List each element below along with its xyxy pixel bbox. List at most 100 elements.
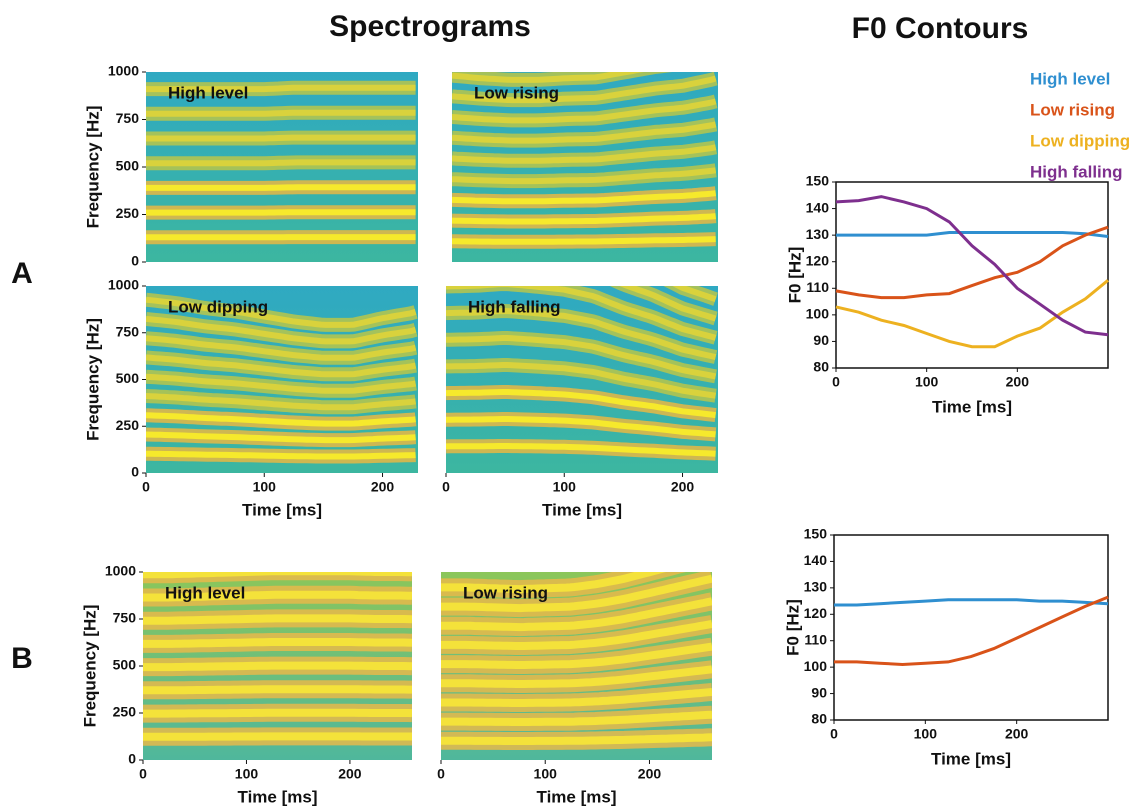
x-tick-label: 200 — [1006, 374, 1030, 390]
x-axis-label: Time [ms] — [238, 787, 318, 806]
harmonic — [143, 590, 412, 602]
y-tick-label: 100 — [804, 658, 828, 674]
y-tick-label: 500 — [116, 158, 140, 174]
f0-line — [834, 598, 1109, 607]
y-tick-label: 110 — [806, 279, 829, 295]
harmonic — [146, 335, 417, 361]
y-tick-label: 110 — [804, 631, 827, 647]
plot-frame — [835, 181, 1109, 369]
harmonic — [452, 72, 644, 83]
x-axis-label: Time [ms] — [542, 500, 622, 519]
harmonic — [143, 708, 412, 718]
panel-label: B — [11, 642, 33, 675]
harmonic — [441, 642, 712, 669]
y-tick-label: 250 — [113, 704, 137, 720]
y-tick-label: 500 — [116, 370, 140, 386]
harmonic — [146, 296, 417, 328]
x-tick-label: 0 — [832, 374, 840, 390]
harmonic — [146, 159, 416, 167]
x-tick-label: 200 — [338, 766, 362, 782]
harmonic — [441, 733, 712, 745]
y-tick-label: 250 — [116, 205, 140, 221]
harmonic — [146, 315, 417, 345]
y-tick-label: 80 — [811, 711, 827, 727]
heading: Spectrograms — [329, 10, 531, 43]
harmonic — [441, 574, 712, 613]
y-tick-label: 120 — [806, 252, 830, 268]
y-axis-label: Frequency [Hz] — [83, 318, 102, 441]
x-tick-label: 100 — [553, 479, 577, 495]
spectrogram-title: Low rising — [474, 83, 559, 102]
harmonic — [446, 307, 717, 361]
harmonic — [446, 362, 717, 399]
y-tick-label: 150 — [804, 526, 828, 542]
harmonic — [146, 184, 416, 191]
x-tick-label: 100 — [915, 374, 939, 390]
heading: F0 Contours — [852, 12, 1029, 45]
x-tick-label: 100 — [534, 766, 558, 782]
harmonic — [146, 393, 416, 411]
spectrogram-title: Low dipping — [168, 297, 268, 316]
legend-entry: Low rising — [1030, 100, 1115, 119]
x-tick-label: 100 — [914, 726, 938, 742]
harmonic — [441, 620, 712, 650]
legend-entry: High falling — [1030, 162, 1123, 181]
x-axis-label: Time [ms] — [932, 397, 1012, 416]
harmonic — [143, 548, 412, 551]
f0-line — [836, 231, 1109, 238]
y-axis-label: F0 [Hz] — [785, 247, 804, 304]
y-tick-label: 750 — [116, 323, 140, 339]
panel-label: A — [11, 257, 33, 290]
harmonic — [143, 614, 412, 625]
spectrogram-title: High level — [168, 83, 248, 102]
harmonic — [146, 354, 417, 378]
y-tick-label: 120 — [804, 605, 828, 621]
y-tick-label: 130 — [806, 226, 830, 242]
harmonic — [446, 416, 716, 438]
y-tick-label: 1000 — [105, 563, 136, 579]
spectrogram — [452, 72, 718, 262]
spectrogram — [446, 286, 718, 473]
harmonic — [146, 63, 416, 65]
harmonic — [452, 236, 716, 245]
harmonic — [441, 572, 667, 594]
y-axis-label: F0 [Hz] — [783, 599, 802, 656]
legend-entry: High level — [1030, 69, 1110, 88]
y-tick-label: 90 — [813, 332, 829, 348]
y-tick-label: 90 — [811, 684, 827, 700]
harmonic — [146, 412, 416, 427]
harmonic-glow — [146, 63, 416, 65]
x-axis-label: Time [ms] — [242, 500, 322, 519]
y-tick-label: 0 — [131, 253, 139, 269]
y-tick-label: 150 — [806, 173, 830, 189]
harmonic — [441, 688, 712, 707]
harmonic — [446, 335, 717, 380]
spectrogram-title: High level — [165, 583, 245, 602]
harmonic — [143, 572, 412, 579]
harmonic — [452, 75, 717, 104]
y-tick-label: 750 — [116, 110, 140, 126]
f0-line — [834, 595, 1109, 667]
harmonic-glow — [143, 548, 412, 551]
f0-line — [835, 225, 1109, 300]
harmonic — [146, 450, 416, 460]
x-axis-label: Time [ms] — [931, 749, 1011, 768]
x-tick-label: 200 — [371, 479, 395, 495]
x-tick-label: 0 — [142, 479, 150, 495]
y-tick-label: 0 — [128, 751, 136, 767]
y-tick-label: 140 — [806, 199, 830, 215]
harmonic — [452, 121, 717, 144]
x-tick-label: 0 — [437, 766, 445, 782]
harmonic — [143, 685, 412, 695]
harmonic — [452, 144, 717, 164]
harmonic — [146, 134, 416, 142]
y-tick-label: 750 — [113, 610, 137, 626]
legend-entry: Low dipping — [1030, 131, 1130, 150]
y-tick-label: 250 — [116, 417, 140, 433]
x-tick-label: 100 — [253, 479, 277, 495]
harmonic — [146, 373, 417, 394]
harmonic — [452, 98, 717, 124]
y-tick-label: 80 — [813, 359, 829, 375]
harmonic — [446, 443, 716, 457]
